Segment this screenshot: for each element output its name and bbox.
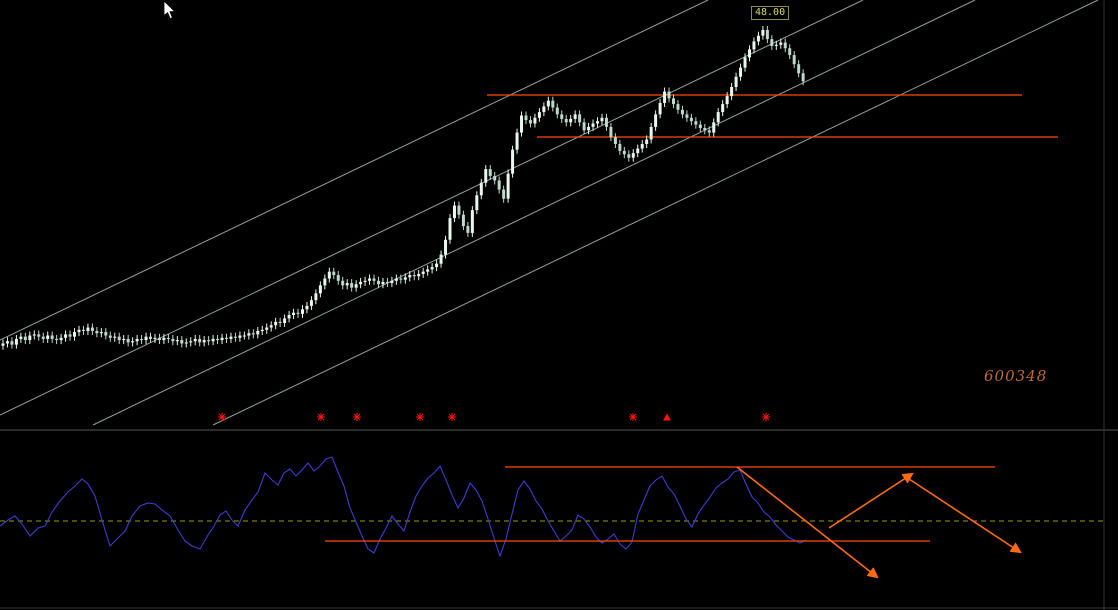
trend-channel-lines[interactable] xyxy=(0,0,1099,426)
price-peak-label[interactable]: 48.00 xyxy=(751,6,790,20)
signal-markers xyxy=(218,413,770,421)
oscillator-line xyxy=(0,456,807,558)
stock-code-watermark: 600348 xyxy=(984,367,1048,385)
candlesticks xyxy=(1,26,805,350)
annotation-arrows[interactable] xyxy=(325,466,1022,579)
mouse-cursor-icon xyxy=(163,1,176,20)
indicator-panel xyxy=(0,456,1104,558)
resistance-lines[interactable] xyxy=(487,94,1058,138)
